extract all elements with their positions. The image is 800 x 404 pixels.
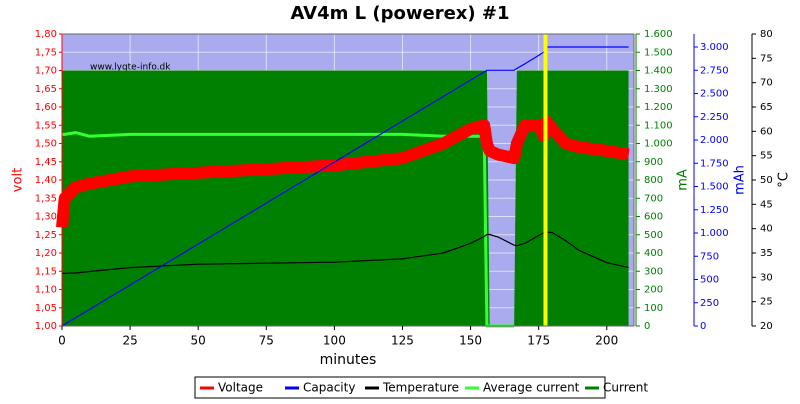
y2-tick-label: 800	[644, 175, 663, 186]
y-tick-label: 1,10	[35, 285, 57, 296]
y4-tick-label: 25	[760, 297, 773, 308]
y2-tick-label: 100	[644, 303, 663, 314]
y3-tick-label: 1.250	[700, 205, 729, 216]
legend-label: Voltage	[218, 381, 263, 395]
x-tick-label: 25	[122, 334, 137, 348]
y3-tick-label: 750	[700, 251, 719, 262]
series-line	[56, 115, 630, 228]
y2-tick-label: 1.200	[644, 102, 673, 113]
y4-tick-label: 80	[760, 29, 773, 40]
x-tick-label: 175	[527, 334, 550, 348]
series-line	[61, 46, 629, 327]
x-tick-label: 150	[459, 334, 482, 348]
y3-tick-label: 3.000	[700, 42, 729, 53]
y2-tick-label: 1.100	[644, 120, 673, 131]
x-tick-label: 200	[595, 334, 618, 348]
y3-tick-label: 250	[700, 298, 719, 309]
y-tick-label: 1,45	[35, 157, 57, 168]
y3-tick-label: 500	[700, 275, 719, 286]
y2-tick-label: 500	[644, 230, 663, 241]
y2-tick-label: 1.600	[644, 29, 673, 40]
y3-tick-label: 2.500	[700, 89, 729, 100]
x-axis-label: minutes	[320, 352, 377, 368]
legend-label: Average current	[483, 381, 580, 395]
y2-tick-label: 1.500	[644, 47, 673, 58]
y-tick-label: 1,70	[35, 66, 57, 77]
y4-axis-label: °C	[777, 172, 792, 188]
y4-tick-label: 55	[760, 151, 773, 162]
y2-tick-label: 900	[644, 157, 663, 168]
y4-tick-label: 65	[760, 102, 773, 113]
legend-label: Temperature	[382, 381, 459, 395]
y2-axis-label: mA	[676, 169, 691, 191]
y4-tick-label: 50	[760, 175, 773, 186]
y-tick-label: 1,35	[35, 193, 57, 204]
y2-tick-label: 300	[644, 266, 663, 277]
y-tick-label: 1,60	[35, 102, 57, 113]
y2-tick-label: 200	[644, 285, 663, 296]
y4-tick-label: 40	[760, 224, 773, 235]
y2-tick-label: 600	[644, 212, 663, 223]
y-tick-label: 1,50	[35, 139, 57, 150]
y4-tick-label: 35	[760, 248, 773, 259]
y-tick-label: 1,80	[35, 29, 57, 40]
y-tick-label: 1,05	[35, 303, 57, 314]
y2-tick-label: 1.000	[644, 139, 673, 150]
series-line	[62, 231, 629, 274]
y2-tick-label: 400	[644, 248, 663, 259]
y-tick-label: 1,30	[35, 212, 57, 223]
x-tick-label: 0	[58, 334, 66, 348]
y4-tick-label: 20	[760, 321, 773, 332]
y4-tick-label: 60	[760, 126, 773, 137]
legend-label: Capacity	[303, 381, 355, 395]
watermark: www.lygte-info.dk	[90, 63, 171, 73]
x-tick-label: 75	[259, 334, 274, 348]
legend-box	[194, 376, 606, 399]
x-tick-label: 125	[391, 334, 414, 348]
x-tick-label: 50	[191, 334, 206, 348]
y-tick-label: 1,15	[35, 266, 57, 277]
y3-tick-label: 1.000	[700, 228, 729, 239]
y4-tick-label: 75	[760, 53, 773, 64]
y3-axis-label: mAh	[733, 165, 748, 195]
legend-label: Current	[603, 381, 648, 395]
y-tick-label: 1,25	[35, 230, 57, 241]
y-tick-label: 1,40	[35, 175, 57, 186]
x-tick-label: 100	[323, 334, 346, 348]
chart-title: AV4m L (powerex) #1	[290, 3, 509, 24]
y2-tick-label: 1.300	[644, 84, 673, 95]
y4-tick-label: 45	[760, 199, 773, 210]
y-axis-label: volt	[11, 168, 26, 192]
y2-tick-label: 0	[644, 321, 650, 332]
y3-tick-label: 1.500	[700, 182, 729, 193]
y3-tick-label: 2.000	[700, 135, 729, 146]
y3-tick-label: 1.750	[700, 158, 729, 169]
y2-tick-label: 700	[644, 193, 663, 204]
legend: Voltage Capacity Temperature Average curren…	[194, 376, 648, 399]
y3-tick-label: 2.250	[700, 112, 729, 123]
y4-tick-label: 30	[760, 272, 773, 283]
y4-tick-label: 70	[760, 78, 773, 89]
y3-tick-label: 0	[700, 321, 706, 332]
y-tick-label: 1,55	[35, 120, 57, 131]
y3-tick-label: 2.750	[700, 65, 729, 76]
y-tick-label: 1,00	[35, 321, 57, 332]
y-tick-label: 1,20	[35, 248, 57, 259]
y2-tick-label: 1.400	[644, 66, 673, 77]
y-tick-label: 1,75	[35, 47, 57, 58]
y-tick-label: 1,65	[35, 84, 57, 95]
